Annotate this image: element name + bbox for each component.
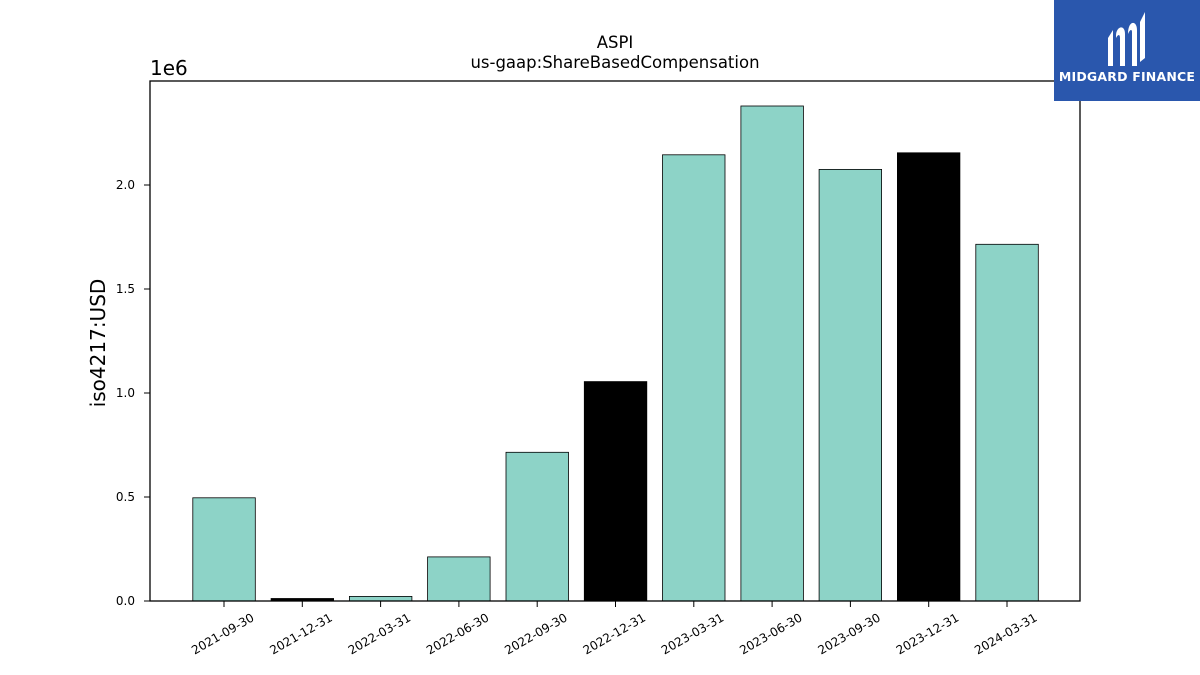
- bar-2023-06-30: [740, 105, 804, 602]
- bar-2022-06-30: [427, 556, 491, 602]
- x-tick-label: 2021-09-30: [189, 610, 256, 657]
- y-offset-label: 1e6: [150, 56, 188, 80]
- bar-2021-09-30: [192, 497, 256, 602]
- plot-frame: [149, 80, 1081, 602]
- y-tick-label: 2.0: [116, 178, 135, 192]
- x-tick-label: 2021-12-31: [267, 610, 334, 657]
- bar-2023-03-31: [662, 154, 726, 602]
- y-axis-label: iso4217:USD: [86, 279, 110, 408]
- y-ticks-group: 0.0 0.5 1.0 1.5 2.0: [116, 178, 150, 608]
- bar-2022-09-30: [505, 451, 569, 602]
- bars-group: [192, 105, 1039, 602]
- x-tick-label: 2023-12-31: [894, 610, 961, 657]
- x-tick-label: 2022-09-30: [502, 610, 569, 657]
- x-tick-label: 2023-09-30: [815, 610, 882, 657]
- y-tick-label: 0.0: [116, 594, 135, 608]
- y-tick-label: 1.5: [116, 282, 135, 296]
- logo-text: MIDGARD FINANCE: [1058, 69, 1196, 84]
- midgard-finance-logo-icon: [1108, 12, 1145, 66]
- x-ticks-group: 2021-09-30 2021-12-31 2022-03-31 2022-06-30…: [189, 601, 1040, 657]
- x-tick-label: 2022-06-30: [424, 610, 491, 657]
- y-tick-label: 1.0: [116, 386, 135, 400]
- chart-title: ASPI: [597, 33, 634, 52]
- x-tick-label: 2023-06-30: [737, 610, 804, 657]
- x-tick-label: 2022-03-31: [346, 610, 413, 657]
- midgard-finance-logo: MIDGARD FINANCE: [1054, 0, 1200, 101]
- x-tick-label: 2024-03-31: [972, 610, 1039, 657]
- chart-subtitle: us-gaap:ShareBasedCompensation: [470, 53, 759, 72]
- bar-2023-12-31: [897, 152, 961, 602]
- bar-2024-03-31: [975, 243, 1039, 602]
- y-tick-label: 0.5: [116, 490, 135, 504]
- bar-2022-12-31: [583, 381, 648, 602]
- x-tick-label: 2022-12-31: [581, 610, 648, 657]
- bar-2023-09-30: [818, 168, 882, 602]
- x-tick-label: 2023-03-31: [659, 610, 726, 657]
- bar-2022-03-31: [348, 596, 413, 602]
